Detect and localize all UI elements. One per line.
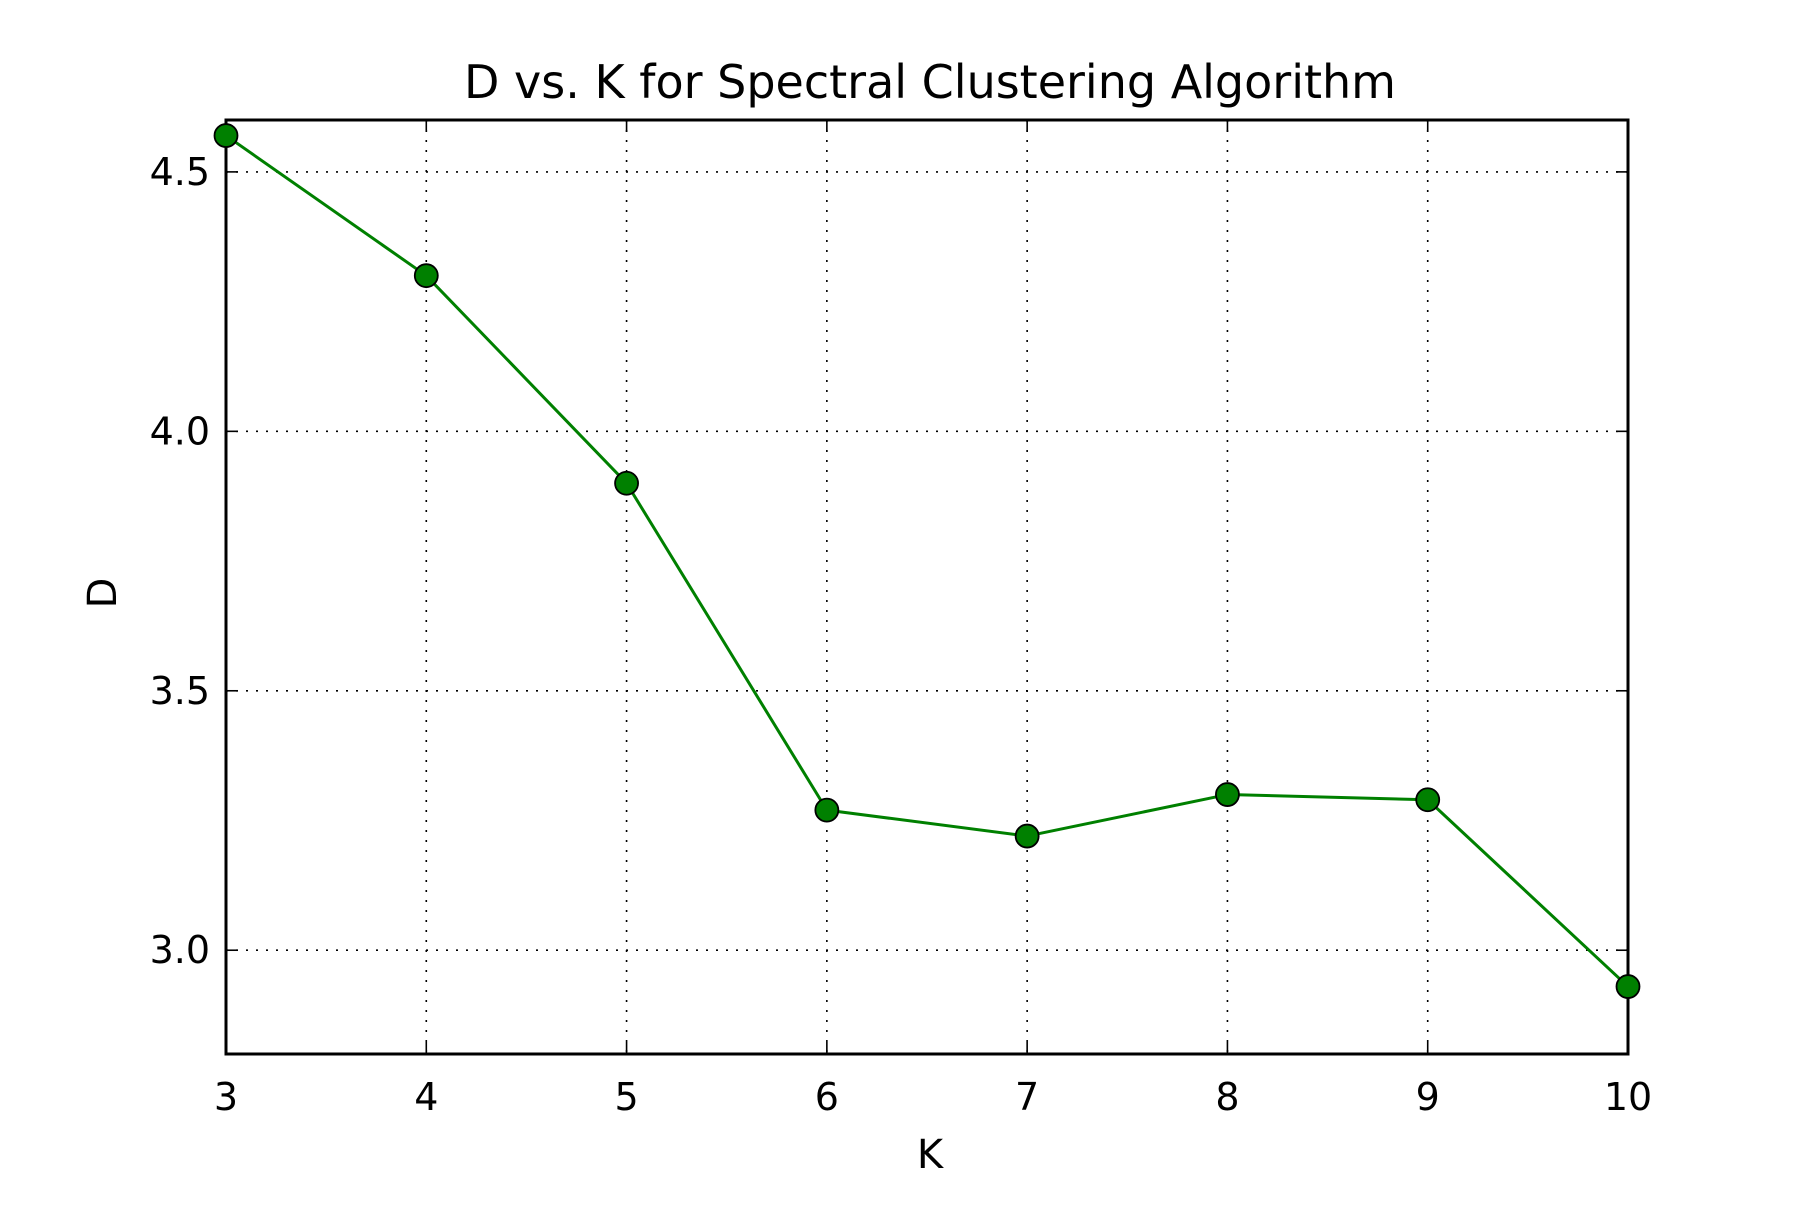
x-axis-label: K — [917, 1132, 945, 1178]
data-point — [614, 470, 639, 496]
series-layer — [225, 134, 1630, 988]
data-point — [1415, 787, 1441, 813]
x-tick-label: 7 — [1015, 1075, 1039, 1119]
data-point — [1215, 782, 1240, 807]
x-tick-label: 8 — [1215, 1075, 1239, 1119]
x-tick-labels: 3 4 5 6 7 8 9 10 — [214, 1075, 1652, 1119]
x-tick-label: 10 — [1604, 1075, 1652, 1119]
data-point — [213, 123, 239, 148]
data-point — [814, 797, 840, 823]
series-line — [225, 134, 1630, 988]
y-tick-label: 4.5 — [150, 150, 210, 194]
data-point — [1014, 823, 1040, 849]
y-tick-labels: 3.0 3.5 4.0 4.5 — [150, 150, 210, 972]
data-point — [413, 263, 439, 289]
x-tick-label: 6 — [815, 1075, 839, 1119]
x-tick-label: 4 — [414, 1075, 438, 1119]
marker-layer — [213, 123, 1641, 999]
y-tick-label: 4.0 — [150, 409, 210, 453]
x-tick-label: 3 — [214, 1075, 238, 1119]
x-tick-label: 5 — [614, 1075, 638, 1119]
y-axis-label: D — [80, 578, 126, 609]
axis-ticks — [225, 120, 1629, 1054]
grid-lines — [226, 120, 1628, 1054]
x-tick-label: 9 — [1416, 1075, 1440, 1119]
y-tick-label: 3.0 — [150, 928, 210, 972]
data-point — [1615, 974, 1641, 999]
chart-title: D vs. K for Spectral Clustering Algorith… — [464, 55, 1396, 109]
y-tick-label: 3.5 — [150, 669, 210, 713]
plot-frame — [224, 118, 1630, 1056]
